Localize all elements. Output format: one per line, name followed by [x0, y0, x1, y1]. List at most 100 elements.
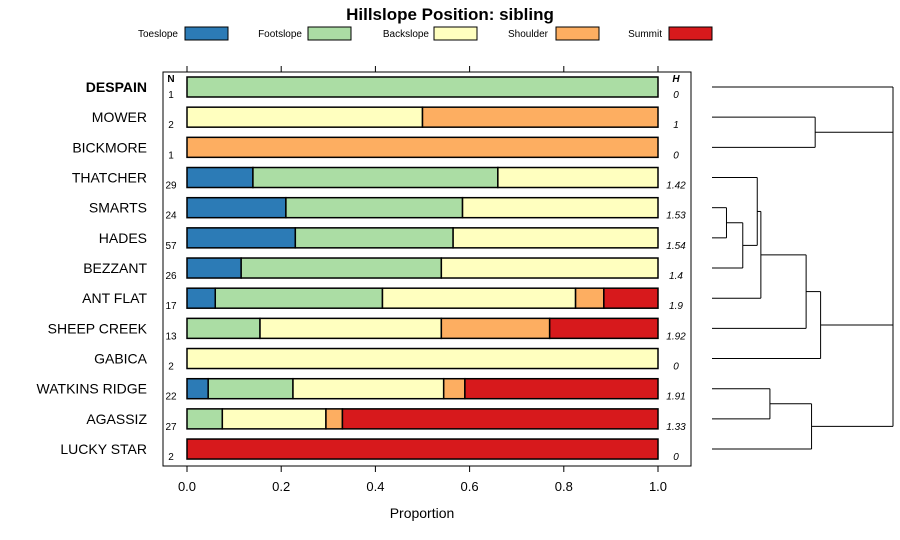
h-value: 1.54	[666, 241, 686, 252]
bar-segment-backslope	[440, 257, 659, 279]
bars	[186, 76, 659, 460]
bar-segment-shoulder	[442, 377, 466, 400]
bar-segment-shoulder	[186, 136, 659, 159]
h-value: 1.9	[669, 301, 683, 312]
h-value: 0	[673, 90, 679, 101]
bar-segment-summit	[603, 287, 659, 309]
n-value: 26	[165, 271, 177, 282]
bar-segment-backslope	[452, 227, 659, 249]
h-header: H	[672, 74, 680, 85]
bar-segment-backslope	[259, 317, 443, 340]
h-value: 1.42	[666, 181, 686, 192]
bar-segment-backslope	[461, 196, 659, 219]
panel-frame	[162, 71, 692, 467]
n-value: 1	[168, 150, 174, 161]
n-header: N	[167, 74, 174, 85]
legend-swatch-footslope	[307, 26, 352, 41]
n-value: 17	[165, 301, 177, 312]
x-tick-label: 0.4	[366, 479, 384, 494]
bar-segment-footslope	[252, 166, 499, 189]
bar-segment-footslope	[285, 196, 464, 219]
legend-swatch-summit	[668, 26, 713, 41]
h-value: 0	[673, 362, 679, 373]
bar-segment-toeslope	[186, 257, 242, 279]
n-value: 1	[168, 90, 174, 101]
legend-label-backslope: Backslope	[383, 29, 430, 40]
category-label: WATKINS RIDGE	[37, 381, 147, 397]
bar-segment-backslope	[186, 106, 424, 128]
x-tick-label: 0.0	[178, 479, 196, 494]
bar-segment-toeslope	[186, 287, 217, 309]
n-value: 57	[165, 241, 177, 252]
x-axis-label: Proportion	[390, 505, 455, 521]
category-label: LUCKY STAR	[60, 441, 147, 457]
dendrogram	[712, 86, 894, 450]
h-value: 1.4	[669, 271, 683, 282]
h-value: 1.33	[666, 422, 686, 433]
bar-segment-backslope	[221, 408, 327, 430]
bar-segment-toeslope	[186, 166, 254, 189]
category-label: SMARTS	[89, 200, 147, 216]
h-value: 1.91	[666, 392, 685, 403]
bar-segment-toeslope	[186, 377, 209, 400]
n-value: 13	[165, 331, 177, 342]
h-value: 0	[673, 150, 679, 161]
legend-label-shoulder: Shoulder	[508, 29, 549, 40]
bar-segment-footslope	[294, 227, 454, 249]
bar-segment-footslope	[186, 317, 261, 340]
bar-segment-shoulder	[421, 106, 659, 128]
h-value: 1.53	[666, 211, 686, 222]
x-axis: 0.0 0.2 0.4 0.6 0.8 1.0	[178, 466, 667, 494]
bar-segment-footslope	[186, 408, 224, 430]
category-label: BEZZANT	[83, 260, 147, 276]
legend-swatch-backslope	[433, 26, 478, 41]
bar-segment-toeslope	[186, 227, 297, 249]
category-label: MOWER	[92, 109, 147, 125]
h-value: 1.92	[666, 331, 686, 342]
n-value: 2	[168, 362, 174, 373]
x-tick-label: 1.0	[649, 479, 667, 494]
bar-segment-shoulder	[325, 408, 344, 430]
legend-label-summit: Summit	[628, 29, 662, 40]
h-value: 0	[673, 452, 679, 463]
n-value: 2	[168, 452, 174, 463]
bar-segment-summit	[464, 377, 659, 400]
bar-segment-backslope	[497, 166, 659, 189]
x-tick-label: 0.8	[555, 479, 573, 494]
bar-segment-summit	[548, 317, 659, 340]
category-label: SHEEP CREEK	[48, 320, 148, 336]
bar-segment-footslope	[207, 377, 294, 400]
n-value: 27	[165, 422, 177, 433]
legend: Toeslope Footslope Backslope Shoulder Summit	[138, 26, 713, 41]
bar-segment-toeslope	[186, 196, 287, 219]
n-value: 22	[165, 392, 177, 403]
n-value: 29	[165, 181, 177, 192]
x-tick-label: 0.6	[461, 479, 479, 494]
bar-segment-shoulder	[440, 317, 551, 340]
n-value: 24	[165, 211, 177, 222]
bar-segment-footslope	[240, 257, 443, 279]
bar-segment-footslope	[214, 287, 384, 309]
category-label: HADES	[99, 230, 147, 246]
chart-title: Hillslope Position: sibling	[346, 5, 554, 24]
category-label: GABICA	[94, 351, 148, 367]
category-label: AGASSIZ	[86, 411, 147, 427]
legend-label-toeslope: Toeslope	[138, 29, 178, 40]
bar-segment-summit	[186, 438, 659, 460]
category-label: ANT FLAT	[82, 290, 147, 306]
legend-swatch-toeslope	[184, 26, 229, 41]
bar-segment-footslope	[186, 76, 659, 98]
bar-segment-backslope	[381, 287, 577, 309]
bar-segment-summit	[341, 408, 659, 430]
category-label: THATCHER	[72, 170, 147, 186]
x-tick-label: 0.2	[272, 479, 290, 494]
bar-segment-backslope	[292, 377, 445, 400]
legend-swatch-shoulder	[555, 26, 600, 41]
bar-segment-backslope	[186, 347, 659, 370]
category-label: DESPAIN	[86, 79, 147, 95]
legend-label-footslope: Footslope	[258, 29, 302, 40]
